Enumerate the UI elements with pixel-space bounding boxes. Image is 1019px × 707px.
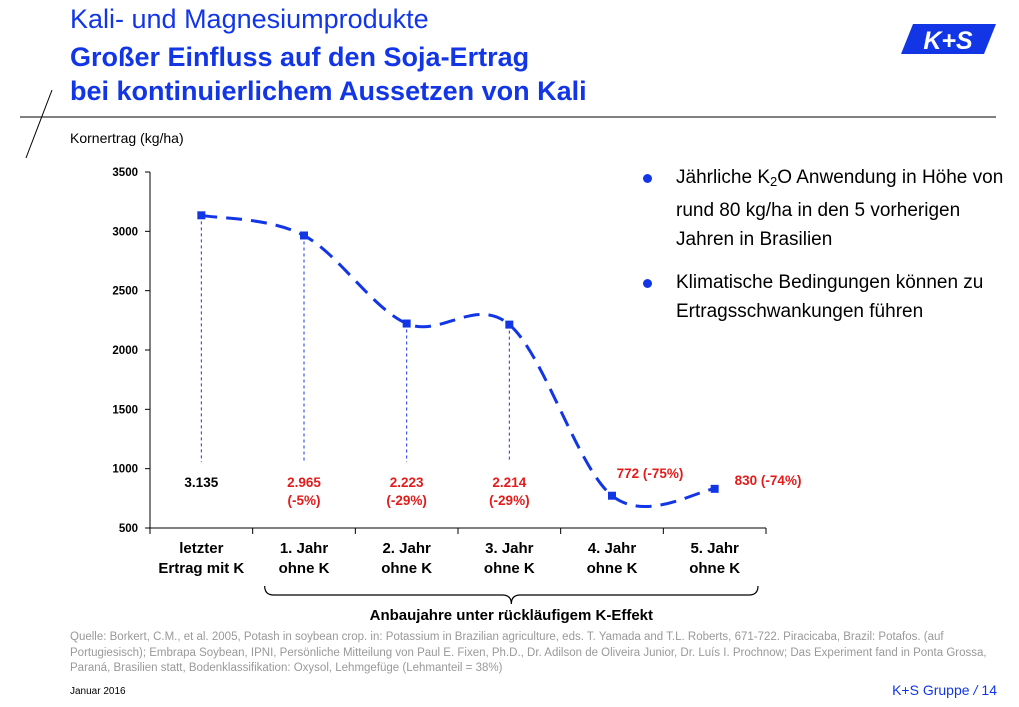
bullet-item-1: Jährliche K2O Anwendung in Höhe von rund… (643, 163, 1013, 254)
footer-page-number: 14 (981, 682, 997, 698)
yield-chart: 500 1000 1500 2000 2500 3000 3500 letzter Ertrag… (112, 167, 801, 624)
data-label: 2.214 (492, 475, 526, 490)
data-label: (-5%) (288, 493, 321, 508)
data-label: 2.223 (390, 475, 424, 490)
title-line-1: Kali- und Magnesiumprodukte (70, 4, 429, 34)
bullet-dot-icon (643, 279, 652, 288)
footer-company: K+S Gruppe (892, 682, 970, 698)
x-tick-label: 3. Jahr (485, 540, 534, 557)
y-tick-label: 2500 (112, 286, 138, 298)
x-tick-label: 2. Jahr (382, 540, 431, 557)
data-point (710, 484, 719, 493)
x-tick-label: 1. Jahr (280, 540, 329, 557)
data-label: (-29%) (386, 493, 427, 508)
x-tick-label: letzter (179, 540, 223, 557)
logo-text: K+S (923, 27, 973, 55)
data-point (197, 211, 206, 220)
data-point (505, 320, 514, 329)
bullet-dot-icon (643, 174, 652, 183)
y-tick-label: 2000 (112, 345, 138, 357)
data-label: 3.135 (184, 475, 218, 490)
title-line-2: Großer Einfluss auf den Soja-Ertrag (70, 42, 530, 72)
x-tick-label: ohne K (587, 560, 638, 577)
group-label: Anbaujahre unter rückläufigem K-Effekt (370, 607, 653, 624)
source-note: Quelle: Borkert, C.M., et al. 2005, Pota… (70, 631, 987, 674)
series-line (201, 213, 715, 508)
y-tick-label: 1000 (112, 464, 138, 476)
footer-separator: / (973, 682, 978, 698)
x-tick-label: Ertrag mit K (158, 560, 244, 577)
y-axis-label: Kornertrag (kg/ha) (70, 130, 184, 146)
header-slash (25, 89, 53, 159)
y-tick-label: 1500 (112, 404, 138, 416)
data-label: 772 (-75%) (617, 466, 684, 481)
x-tick-label: ohne K (484, 560, 535, 577)
group-brace (264, 585, 759, 605)
ks-logo: K+S (901, 24, 996, 55)
x-tick-label: 4. Jahr (588, 540, 637, 557)
x-tick-label: ohne K (279, 560, 330, 577)
data-label: 2.965 (287, 475, 321, 490)
data-point (402, 319, 411, 328)
y-tick-label: 3000 (112, 226, 138, 238)
bullet-list: Jährliche K2O Anwendung in Höhe von rund… (643, 163, 1013, 340)
bullet-item-2: Klimatische Bedingungen können zu Ertrag… (643, 268, 1013, 326)
y-tick-label: 500 (119, 523, 138, 535)
y-tick-label: 3500 (112, 167, 138, 179)
title-line-3: bei kontinuierlichem Aussetzen von Kali (70, 76, 587, 106)
footer-date: Januar 2016 (70, 686, 126, 697)
x-tick-label: 5. Jahr (690, 540, 739, 557)
x-tick-label: ohne K (689, 560, 740, 577)
data-label: 830 (-74%) (735, 473, 802, 488)
footer-page-info: K+S Gruppe/14 (892, 682, 997, 698)
x-tick-label: ohne K (381, 560, 432, 577)
data-point (300, 231, 308, 240)
data-point (608, 491, 616, 500)
data-label: (-29%) (489, 493, 530, 508)
